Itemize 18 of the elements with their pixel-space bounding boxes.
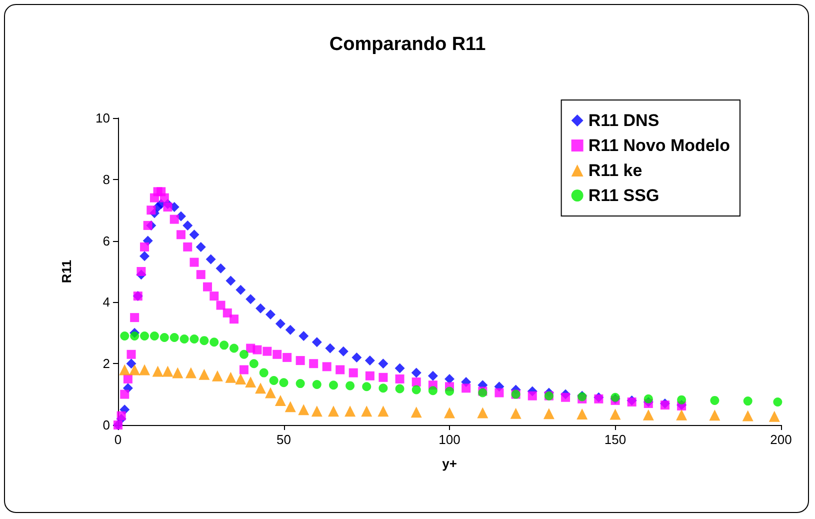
- y-tick-label: 0: [102, 418, 110, 432]
- x-tick-label: 50: [276, 432, 291, 447]
- x-tick-label: 100: [438, 432, 460, 447]
- x-tick-label: 150: [604, 432, 626, 447]
- legend-label: R11 DNS: [588, 111, 660, 130]
- x-tick-label: 0: [114, 432, 122, 447]
- y-tick-label: 6: [102, 233, 110, 248]
- y-tick-label: 8: [102, 172, 110, 187]
- x-axis-title: y+: [442, 456, 458, 471]
- legend-label: R11 Novo Modelo: [588, 136, 730, 155]
- y-axis-title: R11: [59, 260, 74, 284]
- y-tick-label: 10: [96, 110, 110, 126]
- y-tick-label: 2: [102, 356, 110, 372]
- x-tick-label: 200: [770, 432, 792, 447]
- y-tick-label: 4: [102, 294, 110, 310]
- legend-label: R11 SSG: [588, 186, 660, 205]
- chart-title: Comparando R11: [329, 34, 486, 55]
- legend-label: R11 ke: [588, 161, 642, 180]
